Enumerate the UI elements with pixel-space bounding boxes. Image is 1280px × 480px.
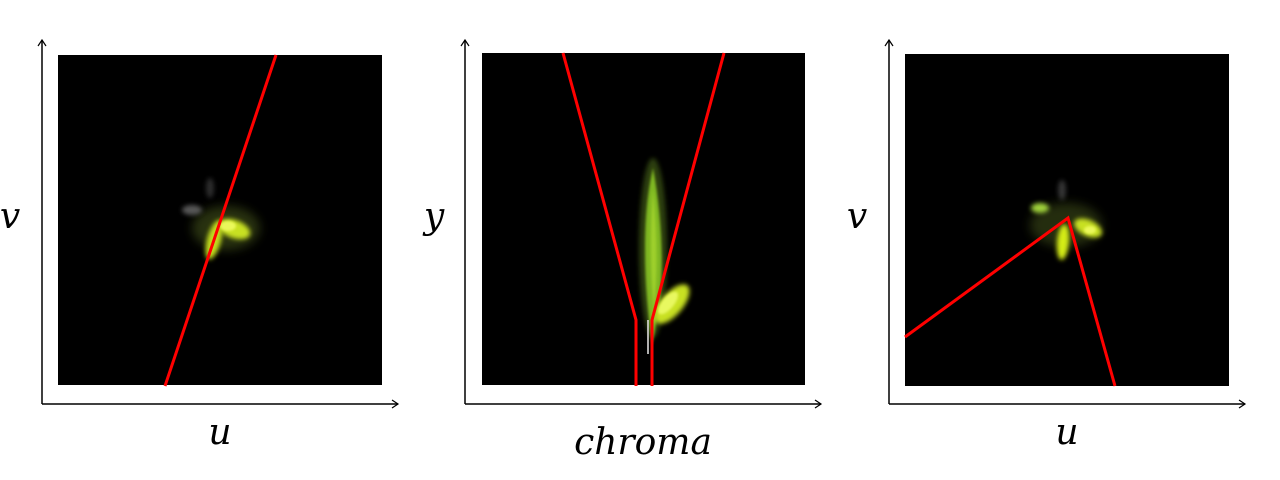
boundary-line [163, 54, 278, 387]
y-axis-label: v [847, 196, 867, 237]
panel-uv-left: v u [0, 38, 400, 453]
y-axis-label: v [0, 196, 20, 237]
panel-chroma-y: y chroma [422, 38, 823, 463]
y-axis-label: y [422, 196, 445, 237]
x-axis-label: u [1055, 412, 1078, 453]
x-axis-label: chroma [574, 422, 712, 463]
x-axis-label: u [208, 412, 231, 453]
boundary-right [650, 52, 726, 386]
scatter-cluster [1030, 180, 1103, 260]
boundary-left [561, 52, 638, 386]
boundary-lines [904, 215, 1117, 387]
panel-uv-right: v u [847, 38, 1247, 453]
